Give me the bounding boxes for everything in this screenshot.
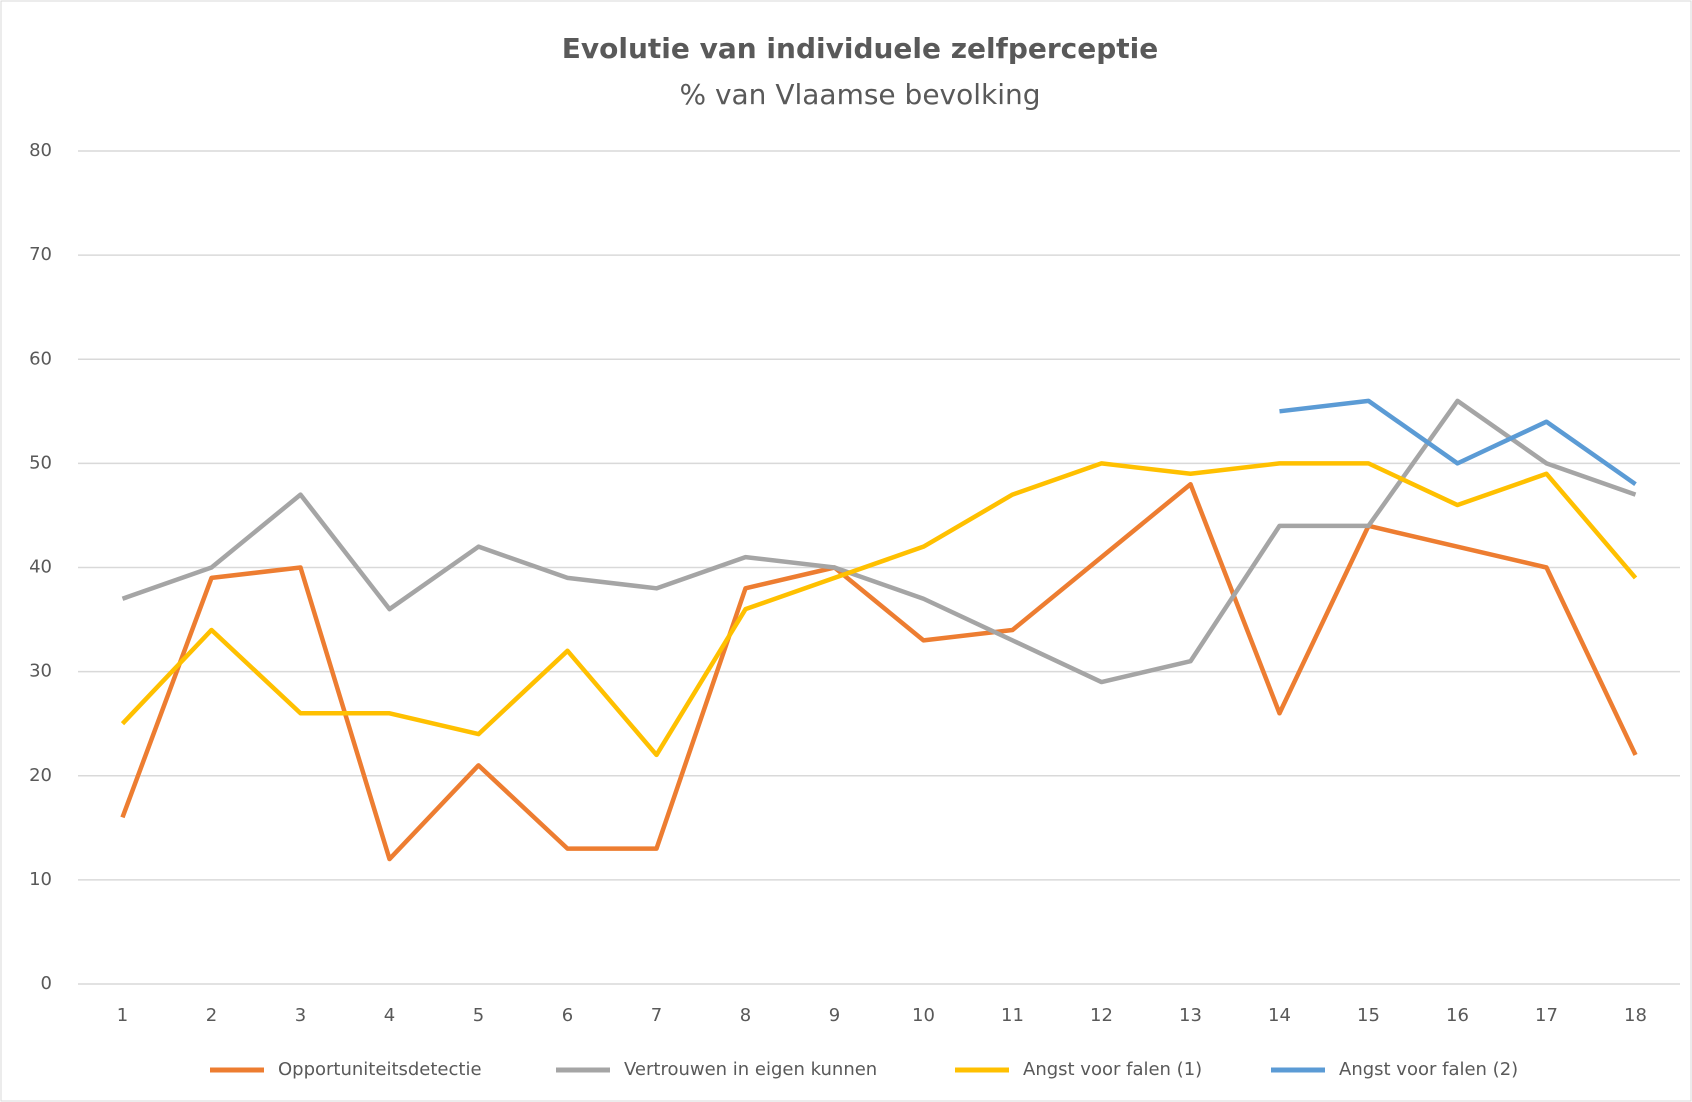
y-tick-label: 40 bbox=[29, 557, 52, 578]
y-tick-label: 50 bbox=[29, 452, 52, 473]
x-tick-label: 16 bbox=[1446, 1005, 1469, 1026]
y-tick-label: 70 bbox=[29, 244, 52, 265]
y-tick-label: 80 bbox=[29, 140, 52, 161]
x-tick-label: 2 bbox=[206, 1005, 217, 1026]
y-tick-label: 30 bbox=[29, 661, 52, 682]
x-tick-label: 3 bbox=[295, 1005, 306, 1026]
legend-label: Vertrouwen in eigen kunnen bbox=[624, 1059, 877, 1080]
x-tick-label: 12 bbox=[1090, 1005, 1113, 1026]
series-line bbox=[120, 461, 1638, 758]
x-tick-label: 1 bbox=[117, 1005, 128, 1026]
x-tick-label: 5 bbox=[473, 1005, 484, 1026]
x-tick-label: 13 bbox=[1179, 1005, 1202, 1026]
x-tick-label: 15 bbox=[1357, 1005, 1380, 1026]
chart-subtitle: % van Vlaamse bevolking bbox=[679, 78, 1040, 111]
x-tick-label: 18 bbox=[1624, 1005, 1647, 1026]
legend-label: Angst voor falen (2) bbox=[1339, 1059, 1518, 1080]
x-tick-label: 14 bbox=[1268, 1005, 1291, 1026]
series-line bbox=[1279, 398, 1637, 487]
series-line bbox=[120, 481, 1638, 862]
x-tick-label: 9 bbox=[829, 1005, 840, 1026]
series-line bbox=[121, 398, 1637, 685]
legend-label: Angst voor falen (1) bbox=[1023, 1059, 1202, 1080]
y-tick-label: 10 bbox=[29, 869, 52, 890]
y-tick-label: 0 bbox=[41, 973, 52, 994]
x-tick-label: 8 bbox=[740, 1005, 751, 1026]
x-tick-label: 17 bbox=[1535, 1005, 1558, 1026]
legend-label: Opportuniteitsdetectie bbox=[278, 1059, 482, 1080]
y-tick-label: 20 bbox=[29, 765, 52, 786]
x-tick-label: 10 bbox=[912, 1005, 935, 1026]
chart-title: Evolutie van individuele zelfperceptie bbox=[562, 32, 1159, 65]
x-tick-label: 11 bbox=[1001, 1005, 1024, 1026]
x-tick-label: 7 bbox=[651, 1005, 662, 1026]
x-tick-label: 4 bbox=[384, 1005, 395, 1026]
y-tick-label: 60 bbox=[29, 348, 52, 369]
x-tick-label: 6 bbox=[562, 1005, 573, 1026]
